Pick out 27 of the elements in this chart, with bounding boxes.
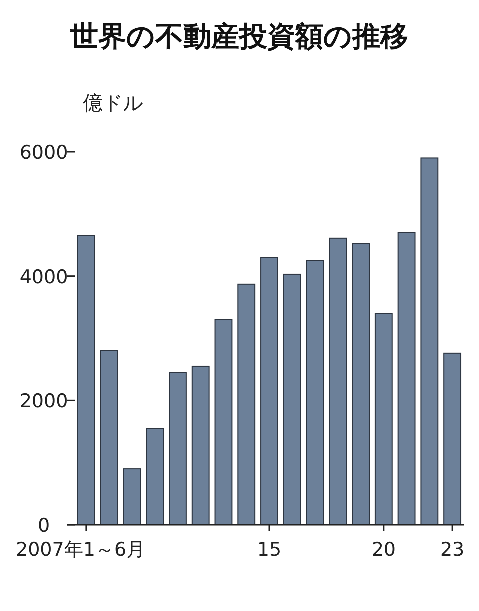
x-tick-label: 15 [257, 539, 282, 561]
x-tick-label: 20 [372, 539, 396, 561]
y-axis-title: 億ドル [83, 91, 143, 115]
bar [398, 232, 416, 526]
bar [283, 274, 302, 526]
x-tick-label: 2007年1～6月 [16, 539, 146, 561]
bar [260, 257, 278, 526]
bar [169, 372, 187, 526]
bar [306, 260, 324, 526]
bar [192, 366, 210, 526]
bar [329, 238, 348, 526]
bar [214, 319, 233, 526]
x-tick-label: 23 [440, 539, 465, 561]
chart-title: 世界の不動産投資額の推移 [70, 20, 408, 53]
bar [374, 313, 393, 526]
bar [77, 235, 96, 526]
y-tick-label: 2000 [20, 390, 68, 413]
y-tick-label: 6000 [20, 142, 68, 164]
bar [420, 158, 439, 526]
bar [100, 350, 118, 526]
bar [444, 352, 462, 526]
y-tick-label: 0 [38, 515, 50, 537]
bar [238, 284, 256, 526]
bar [123, 468, 142, 526]
y-tick-label: 4000 [20, 266, 68, 288]
bar [352, 244, 370, 526]
bar [146, 428, 164, 526]
